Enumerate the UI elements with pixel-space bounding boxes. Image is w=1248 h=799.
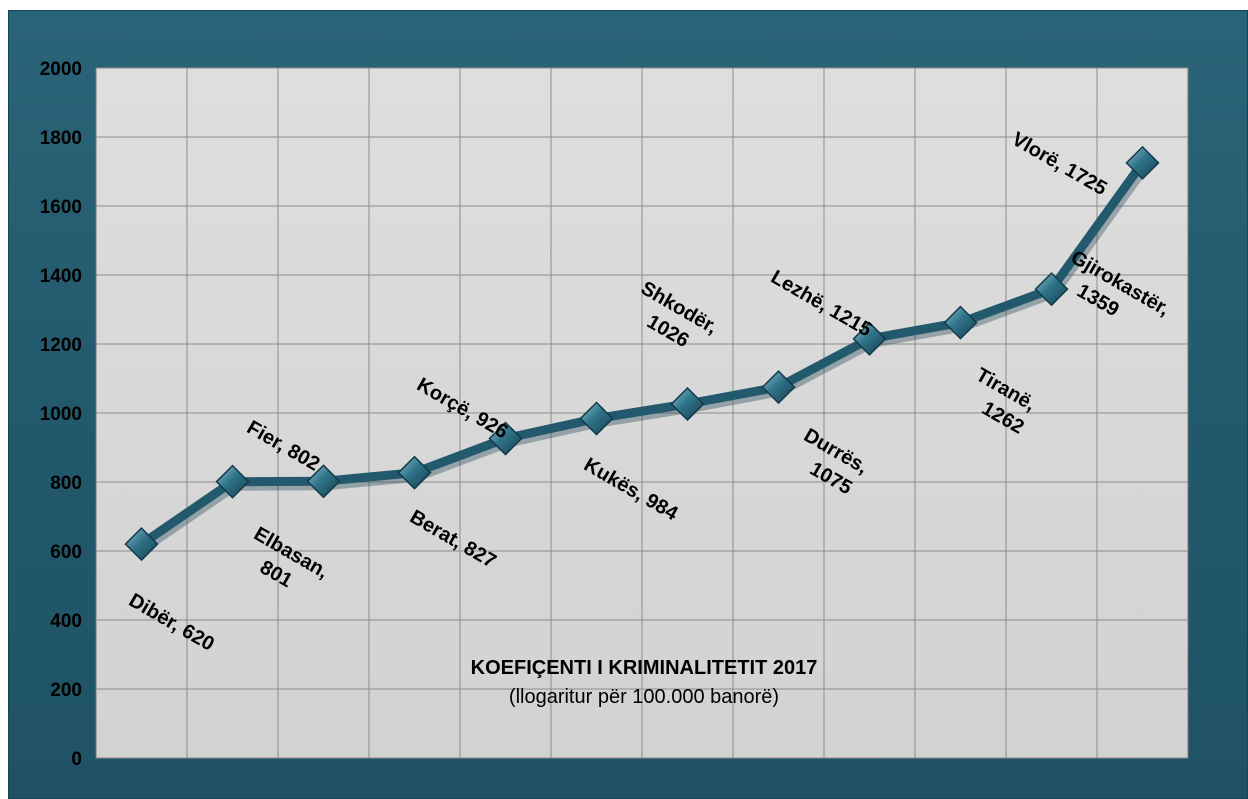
- data-point-marker: [670, 386, 705, 422]
- data-point-marker: [306, 464, 341, 499]
- y-tick-label: 400: [50, 611, 82, 632]
- y-tick-label: 2000: [40, 59, 82, 80]
- data-point-marker: [215, 464, 250, 499]
- y-tick-label: 200: [50, 680, 82, 701]
- data-point-marker: [761, 370, 796, 405]
- data-point-marker: [1125, 145, 1160, 180]
- y-tick-label: 1400: [40, 266, 82, 287]
- y-tick-label: 1600: [40, 197, 82, 218]
- y-tick-label: 800: [50, 473, 82, 494]
- data-point-marker: [397, 455, 432, 490]
- y-axis: 0 200 400 600 800 1000 1200 1400 1600 1800 2000: [40, 59, 82, 770]
- data-point-marker: [579, 401, 614, 436]
- data-point-marker: [1034, 272, 1069, 307]
- y-tick-label: 600: [50, 542, 82, 563]
- y-tick-label: 1800: [40, 128, 82, 149]
- y-tick-label: 1000: [40, 404, 82, 425]
- y-tick-label: 1200: [40, 335, 82, 356]
- data-point-marker: [943, 305, 978, 340]
- gridlines: [96, 67, 1188, 759]
- data-point-marker: [852, 321, 887, 356]
- chart-frame: 0 200 400 600 800 1000 1200 1400 1600 1800 2000 Di…: [8, 10, 1248, 799]
- data-point-marker: [124, 527, 159, 562]
- y-tick-label: 0: [71, 749, 82, 770]
- chart-title: KOEFIÇENTI I KRIMINALITETIT 2017: [471, 657, 818, 679]
- chart-subtitle: (llogaritur për 100.000 banorë): [509, 686, 779, 708]
- series-markers: [124, 145, 1160, 562]
- data-point-marker: [488, 421, 523, 456]
